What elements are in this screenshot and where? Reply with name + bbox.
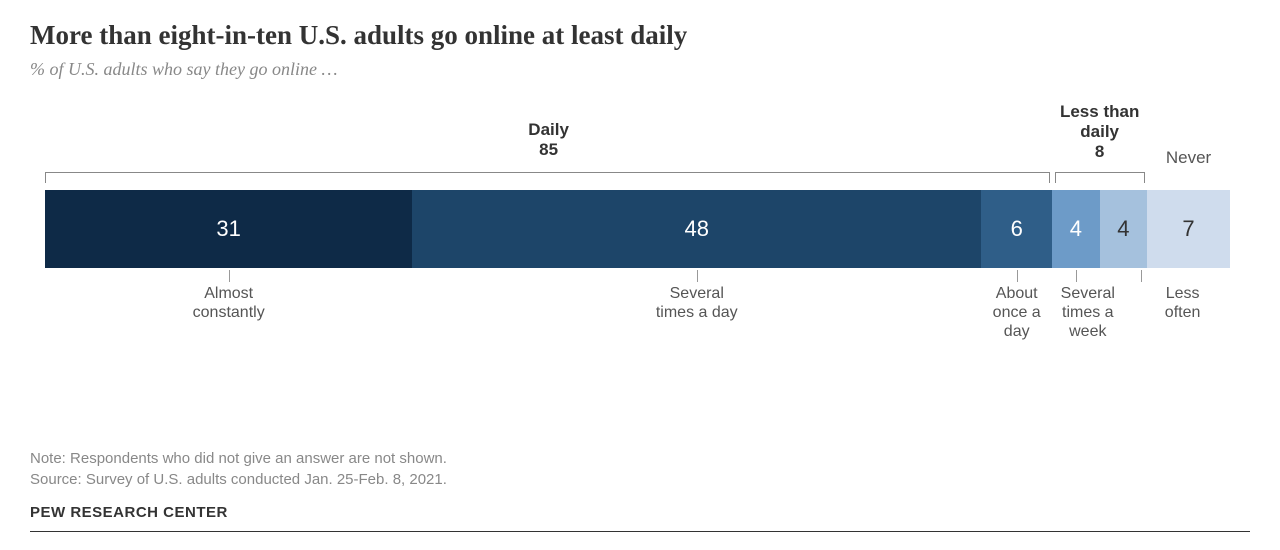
- footnote: Note: Respondents who did not give an an…: [30, 448, 1250, 490]
- group-label-daily: Daily 85: [45, 120, 1052, 160]
- chart-subtitle: % of U.S. adults who say they go online …: [30, 59, 1250, 80]
- tick: [1017, 270, 1018, 282]
- tick: [1076, 270, 1077, 282]
- group-daily-name: Daily: [528, 120, 569, 139]
- bar-seg-less-often: 4: [1100, 190, 1147, 268]
- chart-title: More than eight-in-ten U.S. adults go on…: [30, 20, 1250, 51]
- seg-value: 7: [1182, 216, 1194, 242]
- tick-label-about-once: Aboutonce aday: [993, 284, 1041, 342]
- tick-label-several-week: Severaltimes aweek: [1061, 284, 1115, 342]
- attribution: PEW RESEARCH CENTER: [30, 504, 1250, 521]
- seg-value: 4: [1117, 216, 1129, 242]
- bar-seg-about-once: 6: [981, 190, 1052, 268]
- stacked-bar: 31 48 6 4 4 7: [45, 190, 1230, 268]
- chart-area: Daily 85 Less than daily 8 Never 31 48 6…: [45, 120, 1230, 400]
- bracket-lessthan: [1055, 172, 1145, 182]
- seg-value: 31: [216, 216, 240, 242]
- note-line1: Note: Respondents who did not give an an…: [30, 450, 447, 467]
- tick-label-several-day: Severaltimes a day: [656, 284, 738, 322]
- bottom-rule: [30, 531, 1250, 532]
- bar-seg-several-times-day: 48: [412, 190, 981, 268]
- tick: [229, 270, 230, 282]
- group-label-lessthan: Less than daily 8: [1052, 102, 1147, 162]
- tick: [697, 270, 698, 282]
- seg-value: 4: [1070, 216, 1082, 242]
- never-top-label: Never: [1147, 148, 1230, 168]
- bracket-daily: [45, 172, 1050, 182]
- note-line2: Source: Survey of U.S. adults conducted …: [30, 471, 447, 488]
- footer: Note: Respondents who did not give an an…: [30, 448, 1250, 532]
- bar-seg-almost-constantly: 31: [45, 190, 412, 268]
- seg-value: 48: [685, 216, 709, 242]
- group-daily-value: 85: [539, 140, 558, 159]
- bar-seg-never: 7: [1147, 190, 1230, 268]
- seg-value: 6: [1011, 216, 1023, 242]
- tick-row: Almostconstantly Severaltimes a day Abou…: [45, 270, 1230, 350]
- tick-label-almost: Almostconstantly: [193, 284, 265, 322]
- group-lessthan-value: 8: [1095, 142, 1104, 161]
- tick: [1141, 270, 1142, 282]
- tick-label-less-often: Lessoften: [1165, 284, 1201, 322]
- bar-seg-several-times-week: 4: [1052, 190, 1099, 268]
- group-lessthan-name-line2: daily: [1080, 122, 1119, 141]
- group-lessthan-name-line1: Less than: [1060, 102, 1139, 121]
- group-labels-row: Daily 85 Less than daily 8 Never: [45, 120, 1230, 190]
